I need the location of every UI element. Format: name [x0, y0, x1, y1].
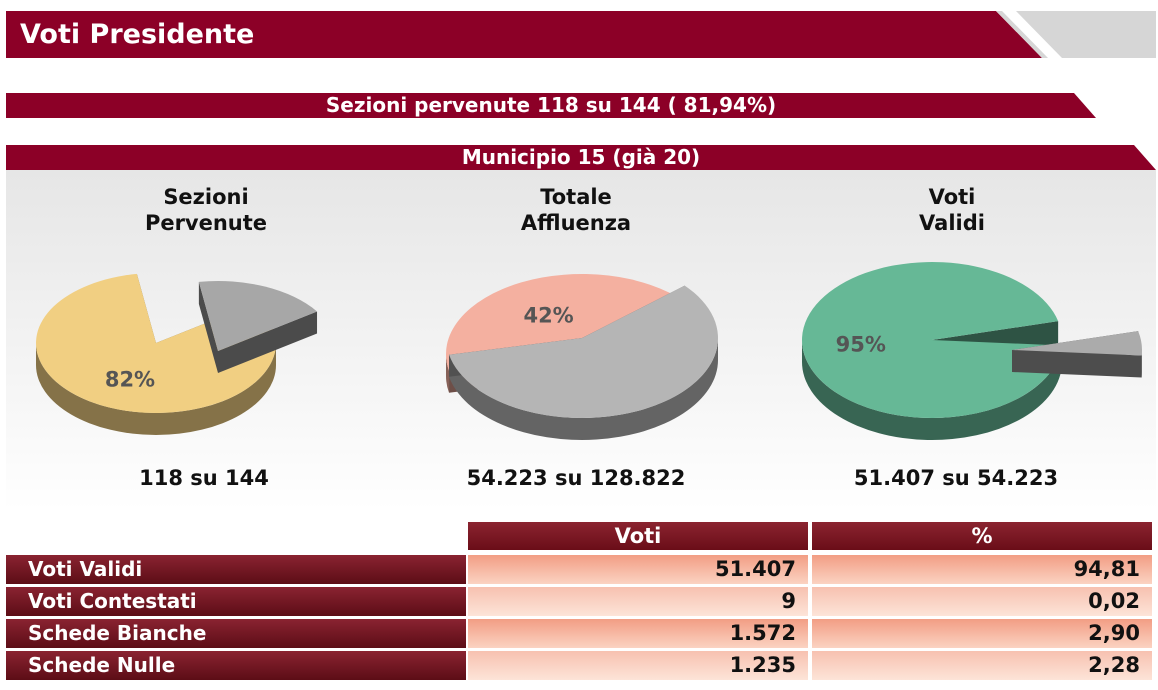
cell-voti-contestati-pct: 0,02: [812, 587, 1152, 616]
pie-3-percent-label: 95%: [836, 333, 886, 357]
pie-2-slice-2-side: [449, 338, 719, 441]
cell-schede-nulle-pct: 2,28: [812, 651, 1152, 680]
pie-1-slice-1: [36, 273, 276, 413]
pie-1-title-line2: Pervenute: [144, 211, 268, 235]
pie-3-title: Voti Validi: [822, 184, 1082, 236]
cell-schede-nulle-voti: 1.235: [468, 651, 808, 680]
row-label-voti-validi: Voti Validi: [6, 555, 466, 584]
header-background: [6, 11, 1156, 58]
municipio-ribbon-text: Municipio 15 (già 20): [461, 145, 701, 169]
pie-chart-3: 95%: [802, 262, 1142, 441]
pie-3-title-line1: Voti: [928, 185, 976, 209]
table-header-percent: %: [812, 522, 1152, 550]
pie-1-slice-1-side: [36, 343, 276, 435]
pie-3-slice-2: [1012, 331, 1142, 356]
row-label-schede-nulle: Schede Nulle: [6, 651, 466, 680]
pie-3-slice-2-wall-1: [1012, 350, 1142, 378]
pie-2-slice-2: [449, 285, 718, 418]
pie-2-caption: 54.223 su 128.822: [466, 466, 686, 490]
pie-chart-2: 42%: [446, 274, 719, 441]
sezioni-ribbon: Sezioni pervenute 118 su 144 ( 81,94%): [6, 93, 1096, 118]
municipio-ribbon: Municipio 15 (già 20): [6, 145, 1156, 170]
pie-chart-1: 82%: [36, 273, 318, 435]
row-label-schede-bianche: Schede Bianche: [6, 619, 466, 648]
cell-schede-bianche-pct: 2,90: [812, 619, 1152, 648]
pie-1-title-line1: Sezioni: [163, 185, 249, 209]
pie-1-caption: 118 su 144: [139, 466, 269, 490]
pie-3-caption: 51.407 su 54.223: [853, 466, 1059, 490]
page-title: Voti Presidente: [20, 19, 255, 50]
pie-2-title: Totale Affluenza: [446, 184, 706, 236]
cell-schede-bianche-voti: 1.572: [468, 619, 808, 648]
cell-voti-validi-pct: 94,81: [812, 555, 1152, 584]
row-label-voti-contestati: Voti Contestati: [6, 587, 466, 616]
table-header-voti: Voti: [468, 522, 808, 550]
page-header: Voti Presidente: [6, 11, 1156, 58]
pie-charts-svg: 82% 42% 95%: [36, 262, 1142, 441]
pie-2-title-line1: Totale: [540, 185, 612, 209]
cell-voti-validi-voti: 51.407: [468, 555, 808, 584]
pie-2-percent-label: 42%: [523, 304, 573, 328]
pie-1-slice-2-wall-1: [218, 311, 318, 373]
pie-2-slice-1: [446, 274, 685, 371]
pie-2-slice-1-side: [446, 354, 450, 393]
cell-voti-contestati-voti: 9: [468, 587, 808, 616]
pie-1-slice-2: [198, 281, 318, 351]
pie-3-slice-1: [802, 262, 1062, 419]
pie-3-title-line2: Validi: [919, 211, 985, 235]
pie-1-slice-2-wall-0: [198, 281, 218, 373]
sezioni-ribbon-text: Sezioni pervenute 118 su 144 ( 81,94%): [325, 93, 777, 117]
pie-3-slice-1-side: [802, 340, 1062, 441]
pie-1-percent-label: 82%: [105, 367, 155, 391]
pie-1-title: Sezioni Pervenute: [76, 184, 336, 236]
pie-charts-panel: 82% 42% 95% Sezioni Pervenute Totale Afflu…: [6, 170, 1156, 510]
pie-2-title-line2: Affluenza: [520, 211, 632, 235]
